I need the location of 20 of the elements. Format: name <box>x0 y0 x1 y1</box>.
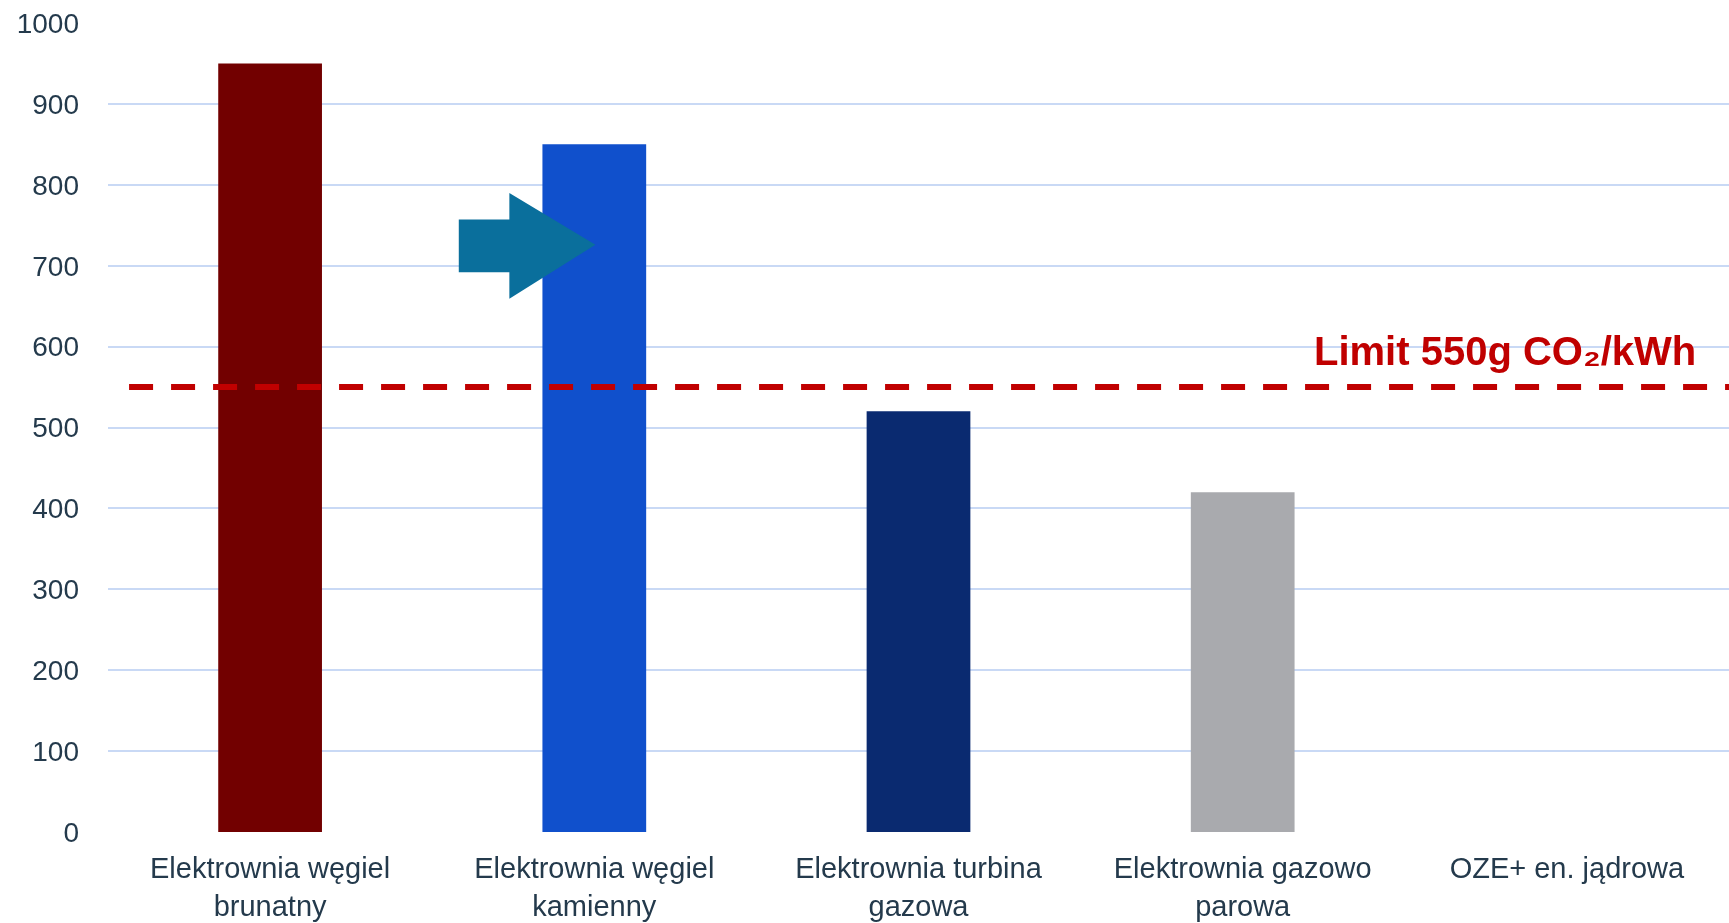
ref-line-label: Limit 550g CO₂/kWh <box>1314 329 1697 373</box>
bar <box>866 411 971 832</box>
y-tick-label: 800 <box>32 169 79 201</box>
bar <box>218 63 322 832</box>
y-tick-label: 700 <box>32 250 79 282</box>
y-tick-label: 1000 <box>16 7 79 39</box>
y-tick-label: 600 <box>32 331 79 363</box>
bar <box>1190 492 1295 832</box>
x-tick-label: Elektrownia węgiel kamienny <box>474 852 715 922</box>
x-tick-label: Elektrownia turbina gazowa <box>795 852 1043 922</box>
y-tick-label: 400 <box>32 493 79 525</box>
x-tick-label: OZE+ en. jądrowa <box>1449 852 1686 884</box>
y-tick-label: 100 <box>32 735 79 767</box>
y-tick-label: 900 <box>32 88 79 120</box>
x-tick-label: Elektrownia węgiel brunatny <box>150 852 391 922</box>
y-tick-label: 300 <box>32 574 79 606</box>
y-tick-label: 500 <box>32 412 79 444</box>
x-tick-label: Elektrownia gazowo parowa <box>1113 852 1372 922</box>
y-tick-label: 200 <box>32 655 79 686</box>
y-tick-label: 0 <box>63 816 79 848</box>
